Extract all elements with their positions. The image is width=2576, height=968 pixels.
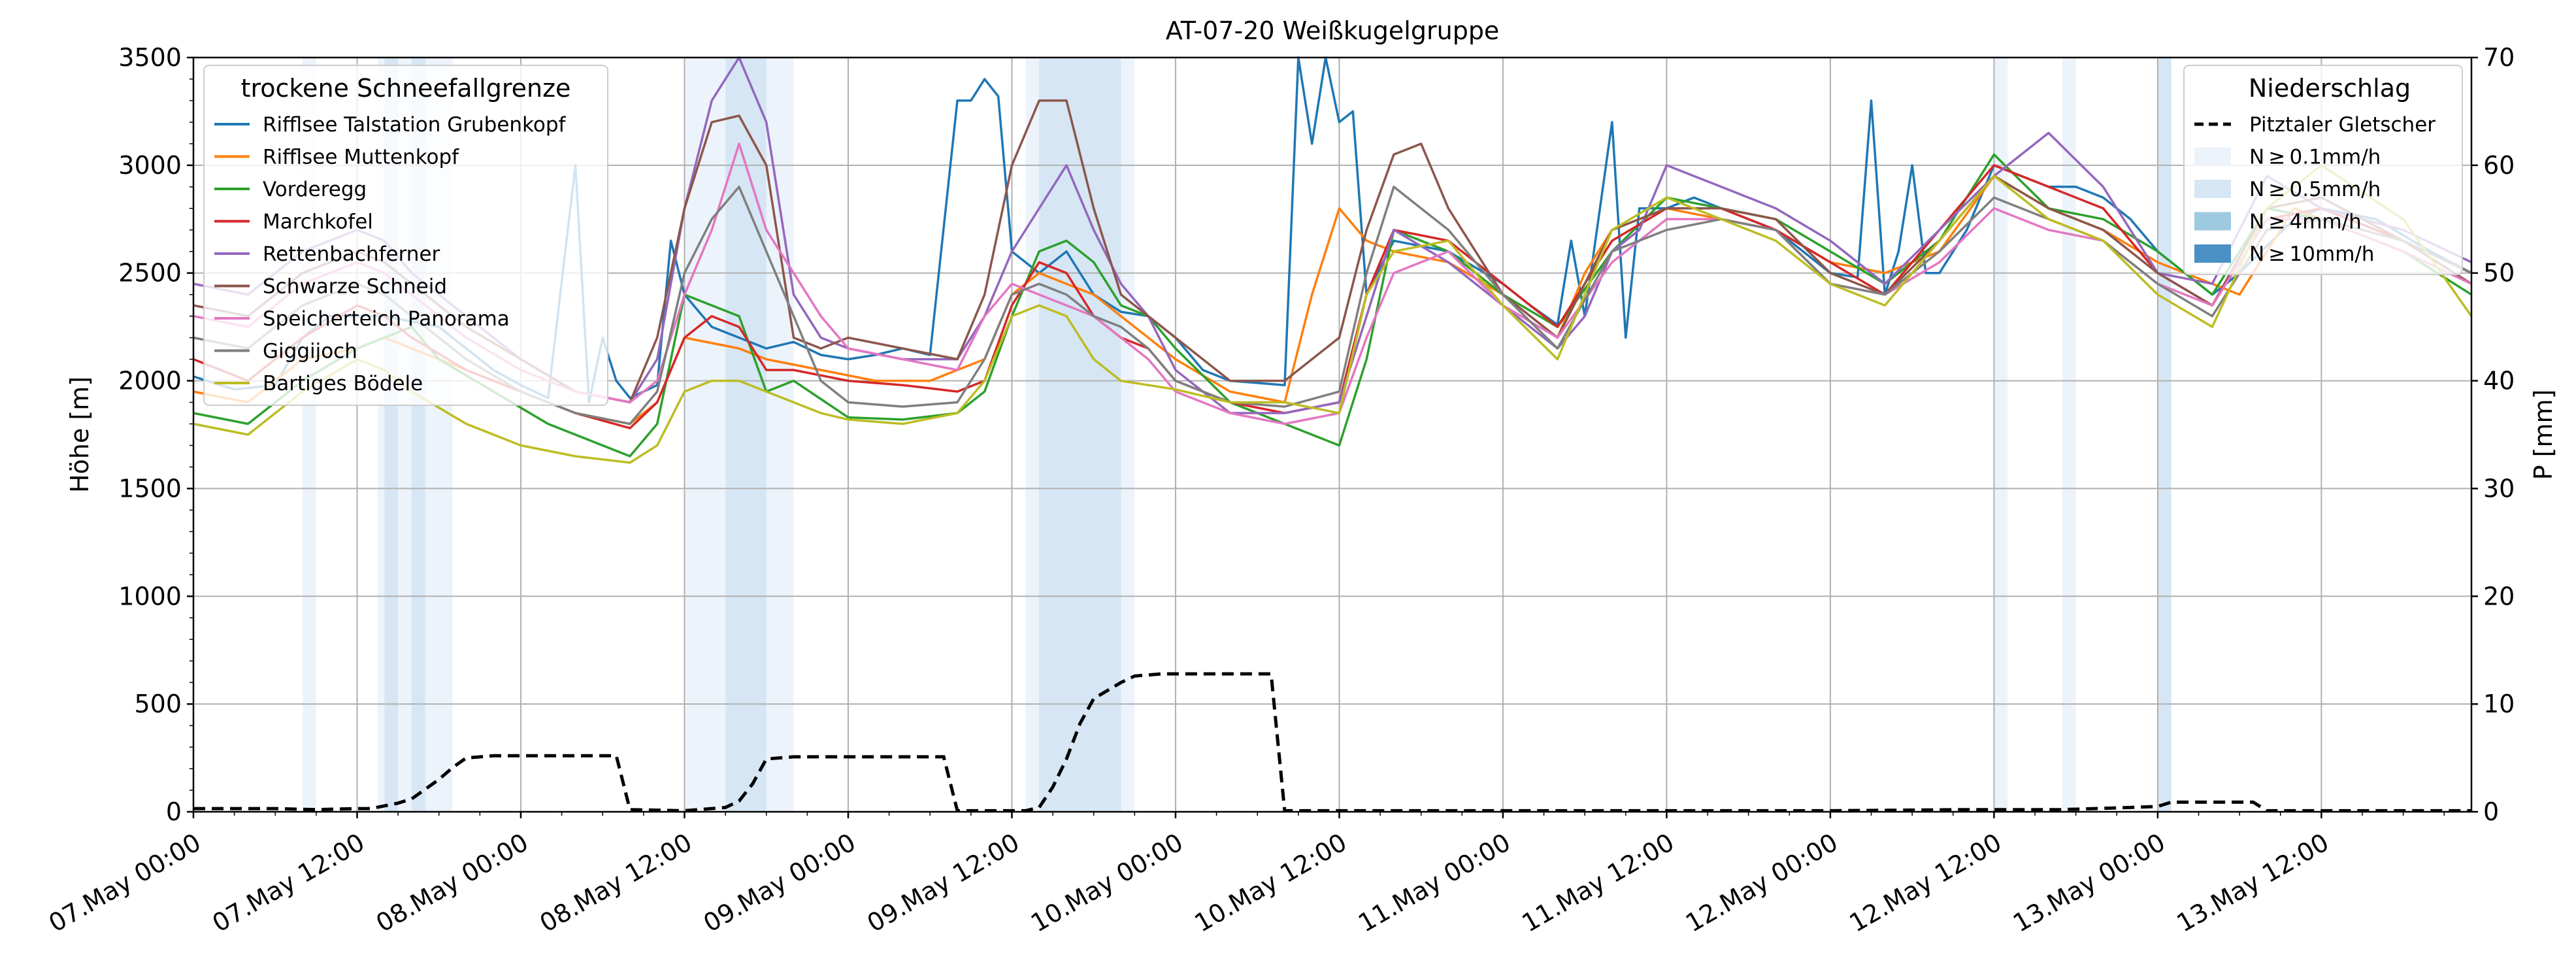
xtick-label-5: 09.May 12:00 xyxy=(863,827,1025,937)
chart-title: AT-07-20 Weißkugelgruppe xyxy=(1166,16,1500,45)
series-line-8 xyxy=(193,164,2473,464)
xtick-label-2: 08.May 00:00 xyxy=(371,827,533,937)
legend-precip-label-1: N ≥ 0.1mm/h xyxy=(2249,146,2381,169)
xtick-label-13: 13.May 12:00 xyxy=(2171,827,2334,937)
ytick-label-left-3: 1500 xyxy=(118,474,182,503)
ytick-label-left-5: 2500 xyxy=(118,259,182,288)
legend-precip-label-3: N ≥ 4mm/h xyxy=(2249,210,2362,234)
ytick-label-left-1: 500 xyxy=(134,690,182,718)
legend-precip-swatch-2 xyxy=(2194,180,2231,198)
legend-precip-label-4: N ≥ 10mm/h xyxy=(2249,242,2374,266)
ytick-label-right-1: 10 xyxy=(2483,690,2515,718)
precipitation-line-group xyxy=(193,672,2471,812)
legend-label-6: Speicherteich Panorama xyxy=(263,307,510,331)
ytick-label-left-4: 2000 xyxy=(118,367,182,395)
precip-band-6 xyxy=(725,58,767,812)
legend-label-5: Schwarze Schneid xyxy=(263,275,447,299)
ytick-label-right-3: 30 xyxy=(2483,474,2515,503)
y-axis-label-left: Höhe [m] xyxy=(65,376,94,493)
legend-precip-label-2: N ≥ 0.5mm/h xyxy=(2249,178,2381,201)
xtick-label-8: 11.May 00:00 xyxy=(1353,827,1515,937)
y-axis-label-right: P [mm] xyxy=(2529,390,2558,480)
legend-label-4: Rettenbachferner xyxy=(263,242,440,266)
xtick-label-4: 09.May 00:00 xyxy=(699,827,861,937)
precip-band-8 xyxy=(1039,58,1121,812)
precip-band-10 xyxy=(2062,58,2076,812)
legend-label-2: Vorderegg xyxy=(263,178,367,201)
ytick-label-right-4: 40 xyxy=(2483,367,2515,395)
xtick-label-7: 10.May 12:00 xyxy=(1190,827,1352,937)
legend-precip-label-0: Pitztaler Gletscher xyxy=(2249,113,2436,137)
ytick-label-right-7: 70 xyxy=(2483,43,2515,72)
legend-precip-box xyxy=(2183,65,2463,275)
legend-snowline: trockene Schneefallgrenze Rifflsee Talsta… xyxy=(203,65,608,406)
legend-precip-swatch-3 xyxy=(2194,212,2231,231)
legend-snowline-box xyxy=(203,65,608,406)
snowline-series-group xyxy=(193,56,2473,464)
legend-precipitation: Niederschlag Pitztaler Gletscher N ≥ 0.1mm… xyxy=(2183,65,2463,275)
ytick-label-right-2: 20 xyxy=(2483,582,2515,610)
plot-frame xyxy=(192,56,2473,813)
legend-label-3: Marchkofel xyxy=(263,210,373,234)
xtick-label-10: 12.May 00:00 xyxy=(1681,827,1843,937)
ytick-label-right-5: 50 xyxy=(2483,259,2515,288)
legend-precip-swatch-1 xyxy=(2194,147,2231,166)
ytick-label-right-0: 0 xyxy=(2483,797,2499,826)
legend-precip-title: Niederschlag xyxy=(2249,74,2411,103)
xtick-label-9: 11.May 12:00 xyxy=(1517,827,1679,937)
xtick-label-0: 07.May 00:00 xyxy=(44,827,206,937)
precip-band-11 xyxy=(2157,58,2171,812)
legend-precip-swatch-4 xyxy=(2194,244,2231,263)
ytick-label-left-0: 0 xyxy=(166,797,182,826)
legend-label-7: Giggijoch xyxy=(263,340,357,363)
legend-label-1: Rifflsee Muttenkopf xyxy=(263,146,459,169)
legend-label-8: Bartiges Bödele xyxy=(263,372,423,395)
xtick-label-3: 08.May 12:00 xyxy=(535,827,697,937)
series-line-7 xyxy=(193,186,2472,426)
ytick-label-right-6: 60 xyxy=(2483,151,2515,180)
xtick-label-11: 12.May 12:00 xyxy=(1844,827,2006,937)
ytick-label-left-6: 3000 xyxy=(118,151,182,180)
xtick-label-12: 13.May 00:00 xyxy=(2008,827,2170,937)
ytick-label-left-2: 1000 xyxy=(118,582,182,610)
ytick-label-left-7: 3500 xyxy=(118,43,182,72)
xtick-label-6: 10.May 00:00 xyxy=(1026,827,1188,937)
xtick-label-1: 07.May 12:00 xyxy=(208,827,370,937)
precip-band-9 xyxy=(1994,58,2008,812)
legend-snowline-title: trockene Schneefallgrenze xyxy=(241,74,571,103)
precip-line-pitztaler-gletscher xyxy=(193,672,2471,812)
legend-label-0: Rifflsee Talstation Grubenkopf xyxy=(263,113,567,137)
